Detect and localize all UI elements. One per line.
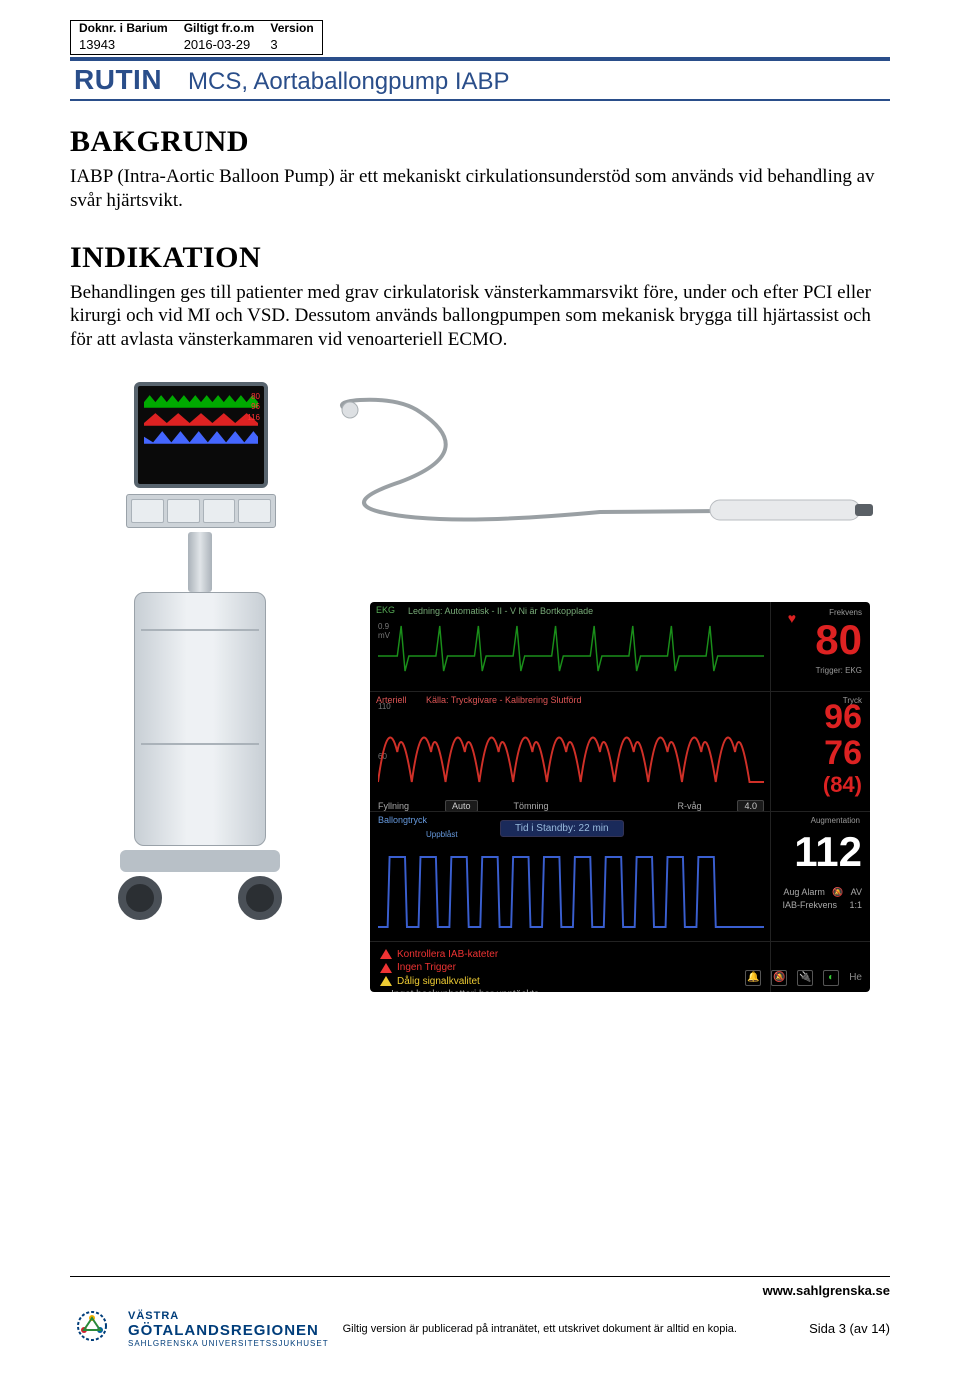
meta-col1-hdr: Doknr. i Barium — [71, 21, 176, 38]
meta-col3-val: 3 — [262, 37, 322, 55]
iabp-machine-illustration: 8096116 — [100, 382, 300, 982]
meta-col3-hdr: Version — [262, 21, 322, 38]
footer-disclaimer: Giltig version är publicerad på intranät… — [343, 1323, 795, 1335]
monitor-screenshot: EKG Ledning: Automatisk - II - V Ni är B… — [370, 602, 870, 992]
catheter-illustration — [320, 392, 880, 552]
body-bakgrund: IABP (Intra-Aortic Balloon Pump) är ett … — [70, 165, 890, 213]
heading-bakgrund: BAKGRUND — [70, 125, 890, 159]
vgr-logo — [70, 1304, 114, 1353]
title-bar: RUTIN MCS, Aortaballongpump IABP — [70, 57, 890, 101]
heading-indikation: INDIKATION — [70, 241, 890, 275]
doc-title: MCS, Aortaballongpump IABP — [188, 68, 510, 96]
machine-panel — [126, 494, 276, 528]
mon-alerts: Kontrollera IAB-kateter Ingen Trigger Då… — [380, 948, 539, 992]
meta-col2-val: 2016-03-29 — [176, 37, 263, 55]
machine-screen: 8096116 — [134, 382, 268, 488]
images-area: 8096116 EKG Ledning: Automatisk - II - V… — [70, 382, 890, 1022]
bell-icon: 🔔 — [745, 970, 761, 986]
logo-text: VÄSTRA GÖTALANDSREGIONEN SAHLGRENSKA UNI… — [128, 1310, 329, 1348]
doc-meta-table: Doknr. i Barium Giltigt fr.o.m Version 1… — [70, 20, 323, 55]
rutin-badge: RUTIN — [74, 64, 162, 96]
meta-col1-val: 13943 — [71, 37, 176, 55]
meta-col2-hdr: Giltigt fr.o.m — [176, 21, 263, 38]
footer-url: www.sahlgrenska.se — [70, 1283, 890, 1298]
page-footer: www.sahlgrenska.se VÄSTRA GÖTALANDSREGIO… — [70, 1276, 890, 1353]
page-number: Sida 3 (av 14) — [809, 1321, 890, 1336]
body-indikation: Behandlingen ges till patienter med grav… — [70, 281, 890, 352]
